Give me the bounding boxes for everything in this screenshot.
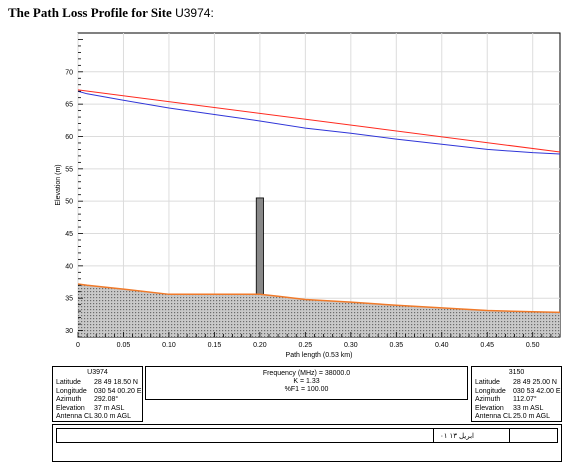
x-tick-label: 0.50 <box>526 342 540 349</box>
right-elevation-value: 33 m ASL <box>513 404 544 412</box>
right-azimuth-value: 112.07° <box>513 396 537 404</box>
x-tick-label: 0.05 <box>117 342 131 349</box>
left-site-row: Azimuth 292.08° <box>56 395 142 404</box>
series-line-0 <box>77 89 561 153</box>
y-tick-label: 40 <box>65 263 73 270</box>
x-tick-label: 0.30 <box>344 342 358 349</box>
frequency-text: Frequency (MHz) = 38000.0 <box>262 370 351 377</box>
left-longitude-key: Longitude <box>56 387 87 395</box>
right-site-row: Elevation 33 m ASL <box>475 404 561 413</box>
left-site-box: U3974 Latitude 28 49 18.50 N Longitude 030… <box>52 366 143 422</box>
left-site-row: Longitude 030 54 00.20 E <box>56 387 142 396</box>
terrain-area <box>78 283 560 337</box>
x-tick-label: 0.35 <box>389 342 403 349</box>
right-latitude-key: Latitude <box>475 379 500 386</box>
x-tick-label: 0 <box>76 342 80 349</box>
right-site-row: Latitude 28 49 25.00 N <box>475 378 561 387</box>
right-longitude-key: Longitude <box>475 387 506 395</box>
x-tick-label: 0.15 <box>208 342 222 349</box>
footer-cell-main <box>57 429 434 442</box>
y-tick-label: 55 <box>65 166 73 173</box>
x-tick-label: 0.40 <box>435 342 449 349</box>
right-site-details: Latitude 28 49 25.00 N Longitude 030 53 42… <box>475 378 561 422</box>
left-antenna-value: 30.0 m AGL <box>94 413 131 421</box>
left-longitude-value: 030 54 00.20 E <box>94 387 142 395</box>
terrain <box>78 283 560 337</box>
y-tick-label: 60 <box>65 134 73 141</box>
footer-date-text: ابريل ١٣ ٠١ <box>440 433 474 440</box>
x-tick-label: 0.25 <box>299 342 313 349</box>
y-axis-label: Elevation (m) <box>55 164 62 205</box>
x-tick-label: 0.10 <box>162 342 176 349</box>
x-tick-label: 0.45 <box>480 342 494 349</box>
series-lines <box>77 89 561 314</box>
right-azimuth-key: Azimuth <box>475 396 501 404</box>
right-antenna-value: 25.0 m AGL <box>513 413 550 421</box>
left-elevation-value: 37 m ASL <box>94 404 125 412</box>
left-site-name: U3974 <box>87 369 108 376</box>
y-tick-label: 45 <box>65 231 73 238</box>
x-tick-label: 0.20 <box>253 342 267 349</box>
right-site-row: Azimuth 112.07° <box>475 395 561 404</box>
right-site-row: Longitude 030 53 42.00 E <box>475 387 561 396</box>
series-line-1 <box>77 90 561 155</box>
obstacle-bar <box>255 197 264 295</box>
k-factor-text: K = 1.33 <box>293 378 320 385</box>
right-longitude-value: 030 53 42.00 E <box>513 387 561 395</box>
y-tick-label: 50 <box>65 199 73 206</box>
footer-cell-date <box>433 429 510 442</box>
x-axis-label: Path length (0.53 km) <box>286 352 353 359</box>
x-axis: 0 0.05 0.10 0.15 0.20 0.25 0.30 0.35 0.40 0.45 0.5… <box>76 332 561 349</box>
plot-area <box>77 32 561 338</box>
y-tick-label: 35 <box>65 296 73 303</box>
right-latitude-value: 28 49 25.00 N <box>513 379 557 386</box>
left-antenna-key: Antenna CL <box>56 413 93 421</box>
y-tick-label: 30 <box>65 328 73 335</box>
y-tick-label: 70 <box>65 69 73 76</box>
center-info-box: Frequency (MHz) = 38000.0 K = 1.33 %F1 =… <box>145 366 468 400</box>
left-site-row: Elevation 37 m ASL <box>56 404 142 413</box>
y-axis: 30 35 40 45 50 55 60 65 70 <box>65 32 83 338</box>
page-title-site: U3974: <box>175 6 214 20</box>
left-site-details: Latitude 28 49 18.50 N Longitude 030 54 00… <box>56 378 142 422</box>
left-latitude-key: Latitude <box>56 379 81 386</box>
left-site-row: Antenna CL 30.0 m AGL <box>56 412 142 421</box>
obstacle <box>255 197 264 295</box>
left-site-row: Latitude 28 49 18.50 N <box>56 378 142 387</box>
right-antenna-key: Antenna CL <box>475 413 512 421</box>
right-site-row: Antenna CL 25.0 m AGL <box>475 412 561 421</box>
right-site-box: 3150 Latitude 28 49 25.00 N Longitude 030 … <box>471 366 562 422</box>
left-azimuth-key: Azimuth <box>56 396 82 404</box>
page-title-prefix: The Path Loss Profile for Site <box>8 5 176 20</box>
footer-table: ابريل ١٣ ٠١ <box>52 424 562 462</box>
left-elevation-key: Elevation <box>56 404 85 412</box>
series-line-2 <box>77 283 561 314</box>
page-title: The Path Loss Profile for Site U3974: <box>8 5 214 21</box>
left-latitude-value: 28 49 18.50 N <box>94 379 138 386</box>
left-azimuth-value: 292.08° <box>94 396 119 404</box>
right-site-name: 3150 <box>508 369 525 376</box>
y-tick-label: 65 <box>65 102 73 109</box>
footer-row: ابريل ١٣ ٠١ <box>56 428 558 443</box>
right-elevation-key: Elevation <box>475 404 504 412</box>
f1-text: %F1 = 100.00 <box>284 386 329 393</box>
